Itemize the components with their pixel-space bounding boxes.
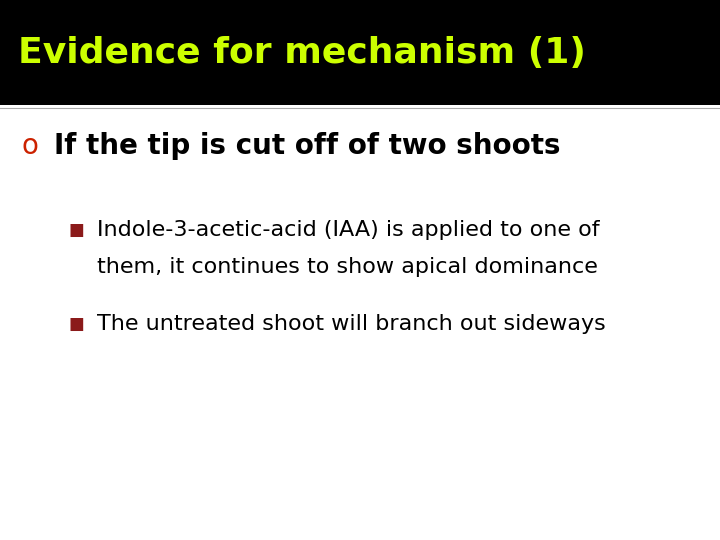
Text: ■: ■ <box>68 220 84 239</box>
Text: Indole-3-acetic-acid (IAA) is applied to one of: Indole-3-acetic-acid (IAA) is applied to… <box>97 219 600 240</box>
Text: o: o <box>22 132 38 160</box>
Text: them, it continues to show apical dominance: them, it continues to show apical domina… <box>97 257 598 278</box>
Text: ■: ■ <box>68 315 84 333</box>
Text: The untreated shoot will branch out sideways: The untreated shoot will branch out side… <box>97 314 606 334</box>
Text: If the tip is cut off of two shoots: If the tip is cut off of two shoots <box>54 132 560 160</box>
Bar <box>0 0 720 105</box>
Text: Evidence for mechanism (1): Evidence for mechanism (1) <box>18 36 586 70</box>
